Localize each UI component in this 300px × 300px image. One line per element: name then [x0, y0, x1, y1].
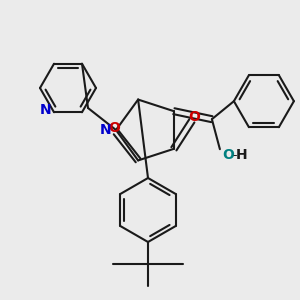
Text: N: N — [40, 103, 52, 117]
Text: N: N — [100, 123, 112, 137]
Text: O: O — [222, 148, 234, 162]
Text: H: H — [236, 148, 248, 162]
Text: -: - — [232, 149, 237, 162]
Text: O: O — [188, 110, 200, 124]
Text: O: O — [108, 122, 120, 135]
